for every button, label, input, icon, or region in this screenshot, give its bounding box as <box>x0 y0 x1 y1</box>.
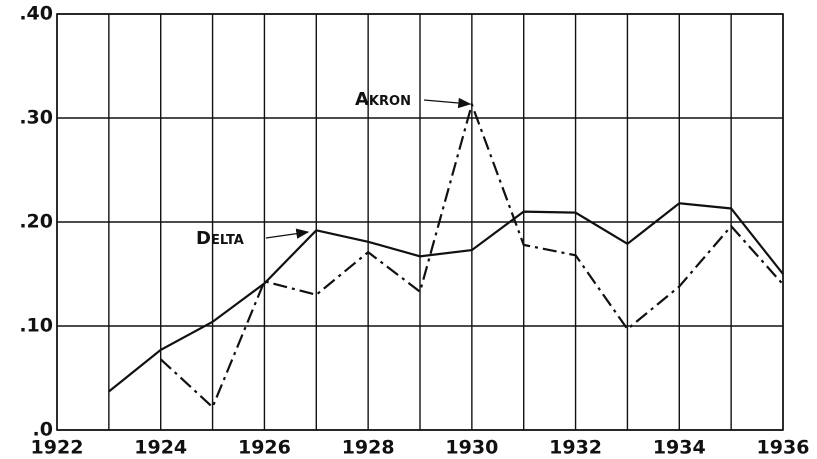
x-tick-label: 1924 <box>134 437 187 459</box>
x-tick-label: 1930 <box>445 437 498 459</box>
x-tick-label: 1936 <box>757 437 810 459</box>
y-tick-label: .40 <box>19 3 53 25</box>
x-tick-label: 1926 <box>238 437 291 459</box>
series-label: Delta <box>196 228 244 249</box>
series-line <box>159 100 784 409</box>
x-tick-label: 1932 <box>549 437 602 459</box>
y-tick-label: .0 <box>33 419 53 441</box>
x-tick-label: 1928 <box>342 437 395 459</box>
annotation-arrow <box>423 97 472 109</box>
y-tick-label: .20 <box>19 211 53 233</box>
series-line <box>108 202 784 393</box>
x-tick-label: 1922 <box>31 437 84 459</box>
series-label: Akron <box>355 89 411 110</box>
annotation-arrow <box>265 228 310 239</box>
y-tick-label: .30 <box>19 107 53 129</box>
x-tick-label: 1934 <box>653 437 706 459</box>
y-tick-label: .10 <box>19 315 53 337</box>
